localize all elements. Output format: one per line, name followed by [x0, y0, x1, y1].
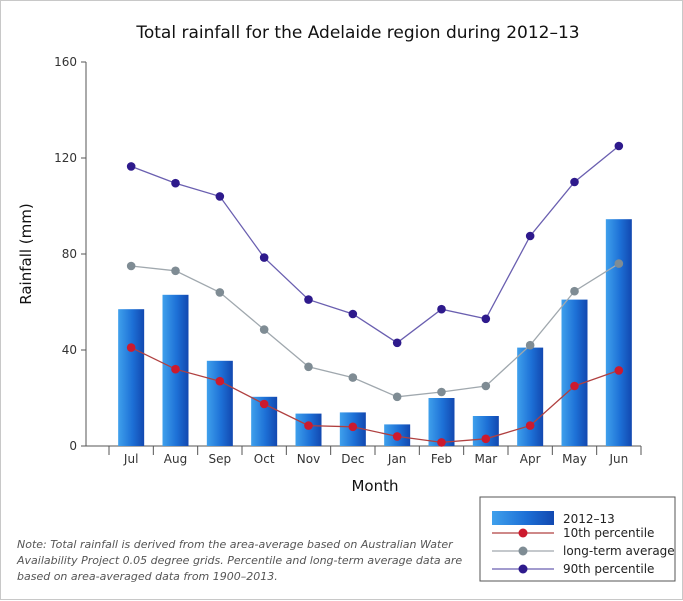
bar: [517, 347, 544, 446]
series-line: [130, 145, 620, 344]
data-point: [481, 434, 491, 444]
y-tick-label: 120: [54, 151, 77, 165]
x-tick-label: Jan: [387, 452, 407, 466]
x-tick-label: Jul: [123, 452, 138, 466]
data-point: [392, 338, 402, 348]
data-point: [481, 314, 491, 324]
data-point: [392, 392, 402, 402]
x-axis-title: Month: [351, 477, 398, 495]
data-point: [348, 309, 358, 319]
data-point: [392, 432, 402, 441]
line-series: [126, 343, 624, 447]
data-point: [171, 266, 180, 276]
data-point: [171, 178, 180, 188]
x-tick-label: Dec: [341, 452, 364, 466]
data-point: [215, 288, 225, 297]
data-point: [259, 399, 269, 409]
series-line: [130, 347, 620, 444]
data-point: [259, 253, 269, 262]
data-point: [437, 438, 446, 447]
x-tick-label: Apr: [520, 452, 541, 466]
data-point: [525, 231, 535, 241]
data-point: [126, 343, 136, 352]
chart-title: Total rainfall for the Adelaide region d…: [135, 23, 579, 43]
x-tick-label: Oct: [254, 452, 275, 466]
x-tick-label: May: [562, 452, 587, 466]
data-point: [304, 421, 313, 430]
y-tick-label: 0: [69, 439, 77, 453]
x-tick-label: Feb: [431, 452, 452, 466]
data-point: [126, 261, 136, 271]
data-point: [437, 387, 446, 397]
bar: [206, 360, 233, 446]
bar: [605, 219, 632, 446]
x-tick-label: Mar: [475, 452, 498, 466]
data-point: [348, 373, 358, 382]
legend-label: 90th percentile: [563, 562, 654, 576]
legend-swatch-marker: [518, 546, 528, 556]
x-tick-label: Jun: [608, 452, 628, 466]
data-point: [481, 381, 491, 391]
legend-label: 2012–13: [563, 512, 615, 526]
bar-series: [118, 219, 632, 446]
y-tick-label: 80: [62, 247, 77, 261]
x-tick-label: Aug: [164, 452, 187, 466]
data-point: [614, 366, 624, 375]
line-series-group: [126, 141, 624, 447]
data-point: [614, 259, 624, 268]
data-point: [215, 192, 225, 201]
footnote: Note: Total rainfall is derived from the…: [17, 538, 463, 583]
x-tick-label: Sep: [209, 452, 232, 466]
line-series: [126, 141, 624, 348]
data-point: [171, 364, 180, 374]
data-point: [304, 295, 313, 304]
data-point: [570, 381, 579, 391]
legend-label: long-term average: [563, 544, 675, 558]
legend-swatch-bar: [492, 511, 554, 525]
bar: [561, 299, 588, 446]
data-point: [215, 376, 225, 386]
axes: 0 40 80 120 160 Jul Aug Sep Oct Nov Dec Jan Feb Mar Ap…: [54, 55, 642, 466]
data-point: [525, 421, 535, 430]
data-point: [259, 325, 269, 334]
series-line: [131, 263, 620, 398]
data-point: [304, 362, 313, 372]
bar: [428, 398, 455, 446]
y-axis-title: Rainfall (mm): [17, 203, 35, 304]
data-point: [437, 304, 446, 314]
data-point: [126, 162, 136, 171]
legend-swatch-marker: [518, 564, 528, 574]
legend-swatch-marker: [518, 528, 528, 538]
x-tick-label: Nov: [297, 452, 320, 466]
bar: [118, 309, 145, 446]
line-series: [126, 259, 624, 402]
data-point: [614, 141, 624, 151]
data-point: [570, 286, 579, 296]
data-point: [525, 340, 535, 350]
y-tick-label: 160: [54, 55, 77, 69]
data-point: [348, 422, 358, 432]
data-point: [570, 177, 579, 187]
y-tick-label: 40: [62, 343, 77, 357]
legend-label: 10th percentile: [563, 526, 654, 540]
